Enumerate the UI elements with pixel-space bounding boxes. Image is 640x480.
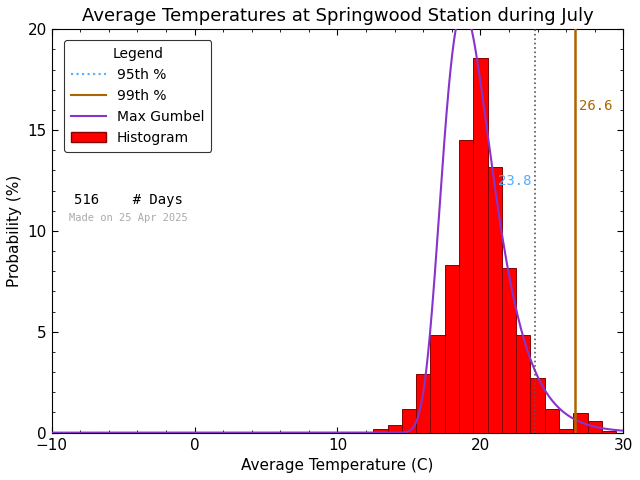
Bar — [531, 378, 545, 432]
Bar — [573, 413, 588, 432]
Bar — [545, 409, 559, 432]
Bar — [474, 58, 488, 432]
Bar — [502, 268, 516, 432]
Legend: 95th %, 99th %, Max Gumbel, Histogram: 95th %, 99th %, Max Gumbel, Histogram — [64, 40, 211, 152]
Bar — [602, 431, 616, 432]
Bar — [387, 425, 402, 432]
Bar — [588, 421, 602, 432]
Bar — [488, 167, 502, 432]
Bar — [402, 409, 416, 432]
Text: 23.8: 23.8 — [499, 174, 532, 188]
X-axis label: Average Temperature (C): Average Temperature (C) — [241, 458, 434, 473]
Bar — [516, 335, 531, 432]
Title: Average Temperatures at Springwood Station during July: Average Temperatures at Springwood Stati… — [82, 7, 593, 25]
Bar — [459, 140, 474, 432]
Bar — [416, 374, 431, 432]
Bar — [445, 264, 459, 432]
Text: 516    # Days: 516 # Days — [74, 192, 183, 206]
Text: Made on 25 Apr 2025: Made on 25 Apr 2025 — [68, 213, 188, 223]
Text: 26.6: 26.6 — [579, 99, 612, 113]
Bar — [559, 429, 573, 432]
Y-axis label: Probability (%): Probability (%) — [7, 175, 22, 287]
Bar — [373, 429, 387, 432]
Bar — [431, 335, 445, 432]
